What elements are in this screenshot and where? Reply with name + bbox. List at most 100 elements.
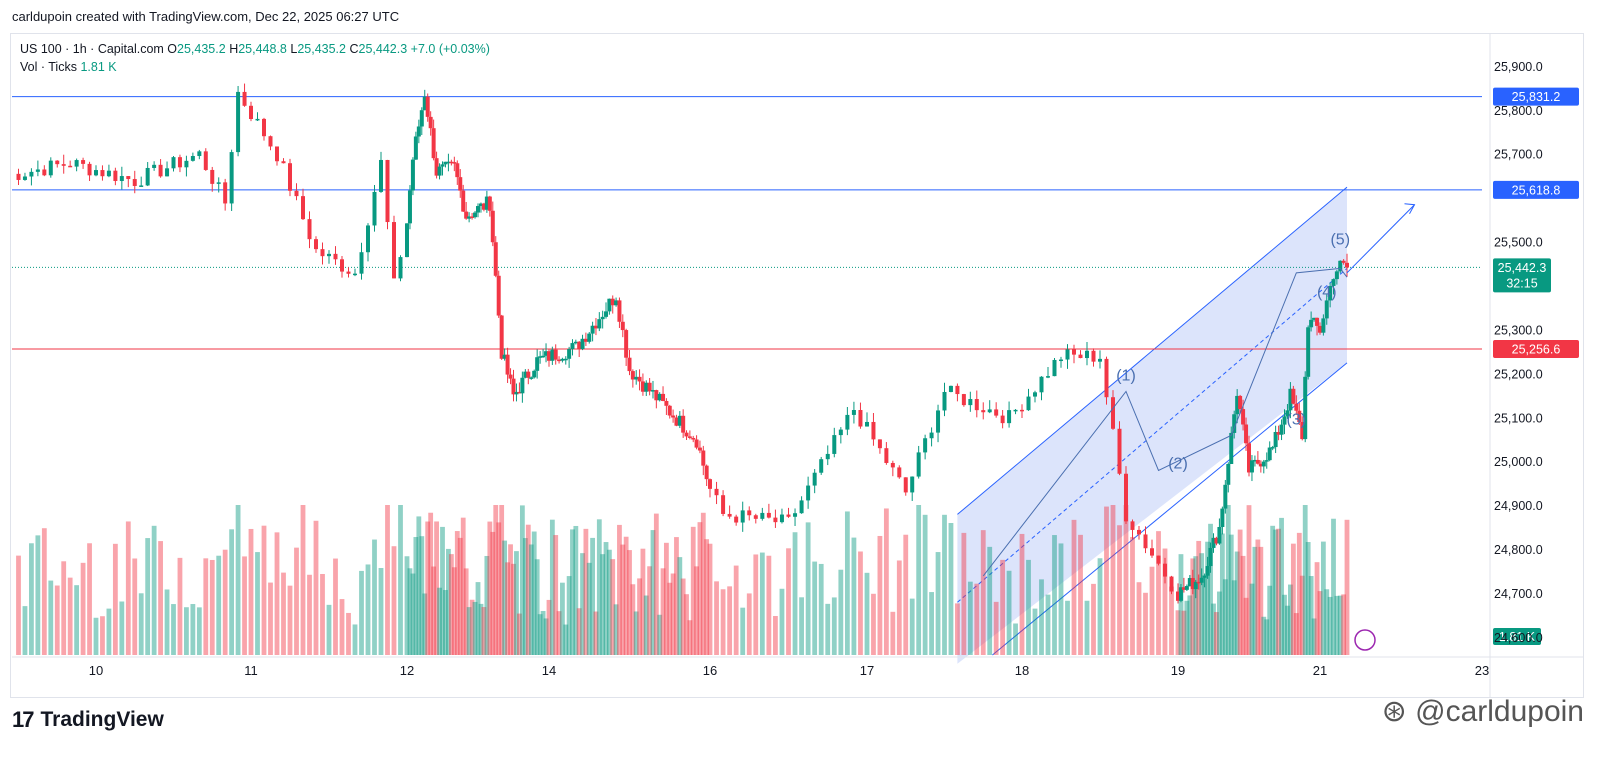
candle-body — [29, 171, 34, 177]
volume-bar — [454, 531, 460, 655]
candle-body — [890, 462, 895, 468]
candle-body — [236, 91, 241, 153]
candle-body — [1252, 459, 1257, 462]
volume-bar — [443, 590, 448, 655]
tradingview-logo[interactable]: 17 TradingView — [12, 707, 164, 733]
y-tick-label: 25,900.0 — [1494, 60, 1543, 74]
volume-bar — [1231, 580, 1237, 655]
wave-layer: (1) (2) (3) (4) (5) — [982, 203, 1416, 577]
candle-body — [994, 409, 999, 416]
volume-bar — [606, 549, 612, 655]
candle-body — [916, 452, 921, 477]
volume-bar — [680, 578, 686, 655]
volume-bar — [1071, 519, 1077, 655]
volume-bar — [786, 548, 791, 655]
volume-bar — [229, 529, 235, 655]
volume-bar — [570, 529, 575, 655]
candle-body — [1223, 484, 1228, 509]
candle-body — [1193, 581, 1198, 590]
volume-bar — [1246, 505, 1252, 655]
candle-body — [359, 252, 364, 274]
y-tick-label: 24,800.0 — [1494, 543, 1543, 557]
candle-body — [607, 298, 612, 312]
volume-bar — [590, 537, 596, 655]
candle-body — [81, 160, 86, 164]
candle-body — [1196, 581, 1201, 584]
candle-body — [249, 105, 253, 119]
candle-body — [410, 159, 415, 191]
volume-bar — [496, 522, 502, 655]
candle-body — [580, 338, 585, 350]
volume-bar — [339, 599, 345, 655]
candle-body — [1229, 432, 1234, 464]
candle-body — [671, 415, 676, 418]
candle-body — [1039, 376, 1044, 393]
candle-body — [593, 325, 598, 329]
volume-bar — [825, 603, 831, 655]
volume-bar — [499, 505, 505, 655]
volume-bar — [517, 613, 522, 655]
volume-bar — [404, 556, 410, 655]
volume-bar — [490, 531, 496, 655]
candle-body — [677, 415, 682, 426]
volume-bar — [667, 582, 673, 655]
candle-body — [604, 311, 609, 317]
candle-body — [825, 453, 830, 460]
candle-body — [1291, 388, 1296, 404]
candle-body — [478, 203, 483, 207]
volume-bar — [1237, 529, 1243, 655]
candle-body — [210, 169, 215, 184]
low-label: L — [290, 42, 298, 56]
candle-body — [1321, 318, 1326, 333]
volume-bar — [164, 589, 170, 655]
volume-bar — [1123, 505, 1129, 655]
candle-body — [1331, 279, 1336, 286]
volume-bar — [653, 513, 659, 655]
volume-bar — [1308, 576, 1314, 655]
candle-body — [987, 409, 992, 413]
volume-badge-label: 1.81 K — [1499, 630, 1536, 644]
y-tick-label: 24,600.0 — [1494, 631, 1543, 645]
chart-frame — [10, 33, 1584, 698]
forecast-arrow-line — [1346, 204, 1415, 274]
candle-body — [968, 399, 973, 406]
volume-bar — [255, 552, 260, 655]
tradingview-brand: TradingView — [40, 708, 164, 731]
candle-body — [1178, 587, 1183, 601]
volume-bar — [22, 606, 28, 655]
candle-body — [1270, 447, 1275, 449]
close-value: 25,442.3 — [358, 42, 408, 56]
candle-body — [511, 378, 516, 395]
candle-body — [288, 163, 292, 191]
x-tick-label: 11 — [244, 663, 258, 678]
price-level-label: 25,831.2 — [1512, 90, 1561, 104]
candle-body — [499, 315, 504, 359]
candle-body — [532, 370, 537, 378]
volume-bar — [428, 512, 434, 655]
candle-body — [819, 459, 824, 473]
candle-body — [481, 203, 486, 210]
volume-bar — [451, 567, 457, 655]
volume-bar — [935, 552, 941, 655]
volume-bar — [1006, 570, 1012, 655]
candle-body — [1306, 327, 1311, 377]
candle-body — [106, 170, 111, 177]
volume-bar — [1169, 586, 1174, 655]
candle-body — [948, 385, 953, 392]
last-price-label: 25,442.3 — [1498, 261, 1547, 275]
candle-body — [262, 118, 266, 137]
volume-bar — [563, 624, 569, 655]
candle-body — [1124, 473, 1128, 522]
volume-bar — [372, 539, 377, 655]
symbol-label: US 100 · 1h · Capital.com — [20, 42, 164, 56]
candle-body — [1111, 397, 1115, 429]
candle-body — [392, 222, 396, 279]
candle-body — [650, 390, 655, 392]
volume-bar — [1193, 556, 1199, 655]
volume-bar — [647, 566, 653, 655]
volume-bar — [112, 543, 118, 655]
volume-bar — [1110, 505, 1116, 655]
volume-bar — [378, 568, 384, 655]
volume-bar — [93, 617, 99, 655]
